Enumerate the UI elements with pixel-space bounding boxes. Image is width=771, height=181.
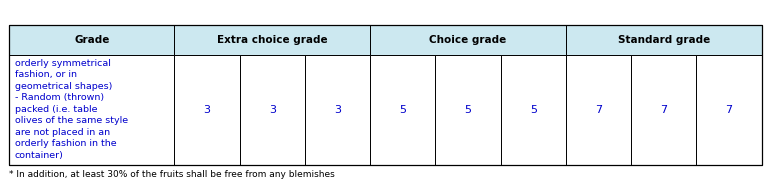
Bar	[566, 25, 762, 55]
Text: Grade: Grade	[74, 35, 109, 45]
Bar	[174, 55, 240, 165]
Text: 3: 3	[269, 105, 276, 115]
Bar	[9, 25, 762, 165]
Bar	[566, 55, 631, 165]
Bar	[240, 55, 305, 165]
Bar	[174, 25, 370, 55]
Bar	[436, 55, 500, 165]
Text: Standard grade: Standard grade	[618, 35, 710, 45]
Bar	[370, 55, 436, 165]
Bar	[370, 25, 566, 55]
Text: 7: 7	[660, 105, 668, 115]
Bar	[696, 55, 762, 165]
Text: 7: 7	[595, 105, 602, 115]
Text: 3: 3	[204, 105, 210, 115]
Bar	[500, 55, 566, 165]
Text: 3: 3	[334, 105, 341, 115]
Bar	[9, 55, 174, 165]
Text: 5: 5	[399, 105, 406, 115]
Text: 5: 5	[530, 105, 537, 115]
Bar	[9, 25, 174, 55]
Text: 7: 7	[726, 105, 732, 115]
Bar	[305, 55, 370, 165]
Text: 5: 5	[464, 105, 472, 115]
Text: orderly symmetrical
fashion, or in
geometrical shapes)
- Random (thrown)
packed : orderly symmetrical fashion, or in geome…	[15, 59, 128, 159]
Bar	[631, 55, 696, 165]
Text: * In addition, at least 30% of the fruits shall be free from any blemishes: * In addition, at least 30% of the fruit…	[9, 170, 335, 179]
Text: Extra choice grade: Extra choice grade	[217, 35, 328, 45]
Text: Choice grade: Choice grade	[429, 35, 507, 45]
